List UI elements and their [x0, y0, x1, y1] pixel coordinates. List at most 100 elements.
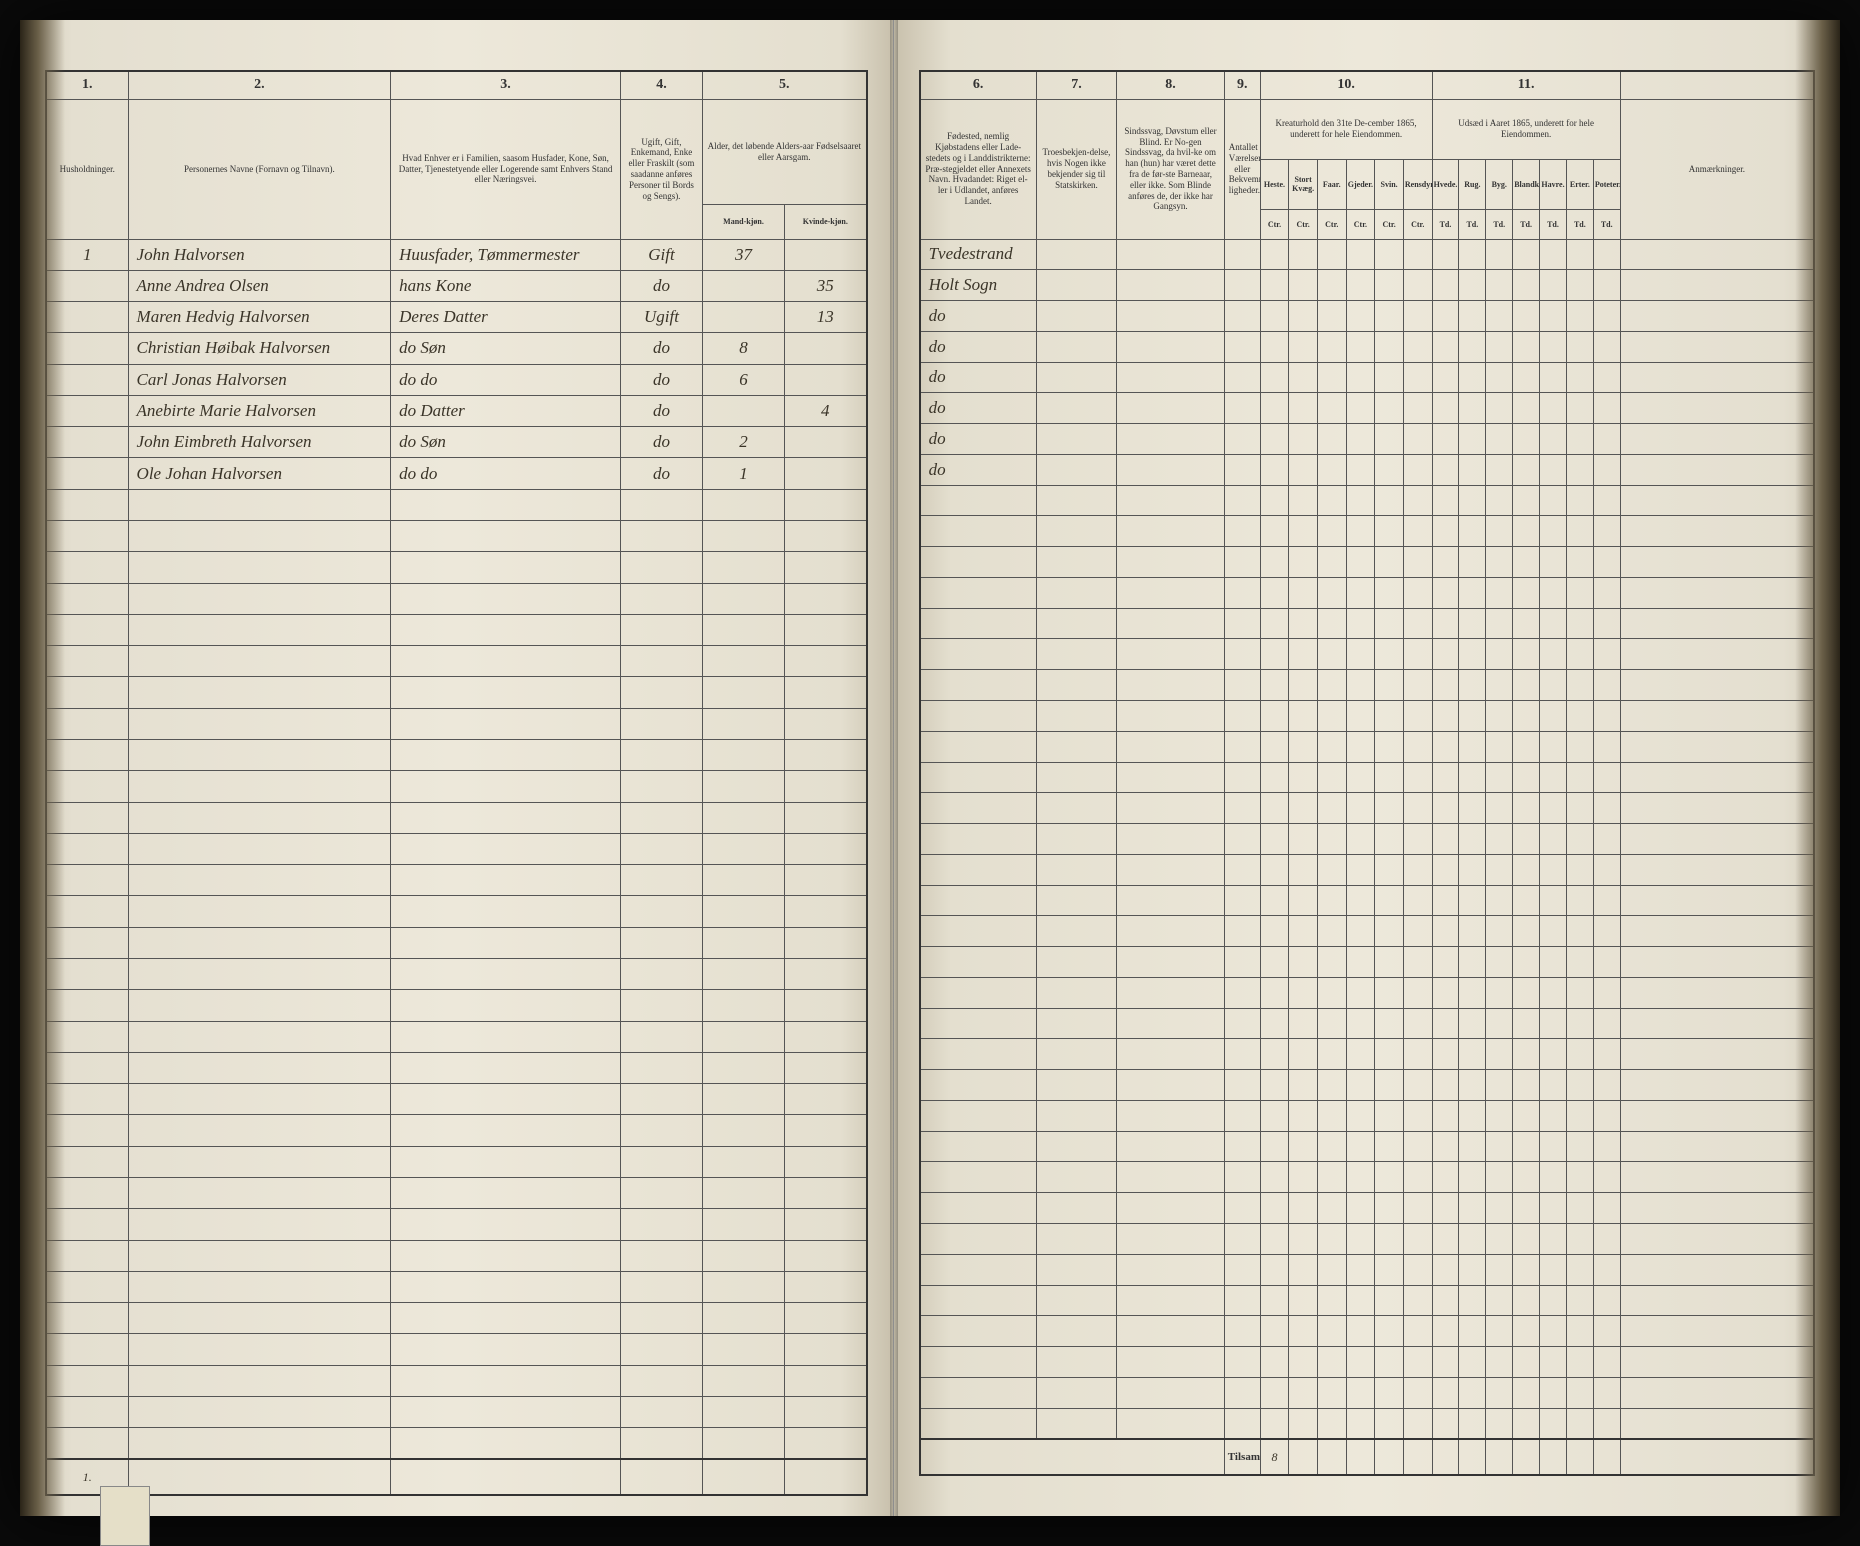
sowing-sub-3: Blandkorn. [1513, 159, 1540, 209]
cell-rooms [1224, 239, 1260, 270]
table-row-empty [920, 731, 1814, 762]
cell-marital: do [620, 458, 702, 489]
cell-count [1540, 362, 1567, 393]
cell-count [1566, 362, 1593, 393]
cell-count [1375, 301, 1404, 332]
cell-count [1593, 270, 1620, 301]
cell-rooms [1224, 331, 1260, 362]
table-row-empty [46, 740, 867, 771]
livestock-sub-3: Gjeder. [1346, 159, 1375, 209]
cell-disability [1117, 362, 1225, 393]
cell-count [1289, 239, 1318, 270]
cell-count [1346, 454, 1375, 485]
cell-count [1432, 239, 1459, 270]
total-blank [1566, 1439, 1593, 1475]
table-row-empty [920, 885, 1814, 916]
cell-rooms [1224, 301, 1260, 332]
header-age: Alder, det løbende Alders-aar Fødselsaar… [702, 99, 866, 204]
table-row: do [920, 301, 1814, 332]
table-row-empty [46, 1209, 867, 1240]
cell-count [1593, 301, 1620, 332]
cell-count [1540, 239, 1567, 270]
table-row: do [920, 331, 1814, 362]
table-row-empty [46, 1428, 867, 1459]
table-row-empty [920, 485, 1814, 516]
header-marital: Ugift, Gift, Enkemand, Enke eller Fraski… [620, 99, 702, 239]
cell-count [1403, 301, 1432, 332]
cell-count [1540, 424, 1567, 455]
cell-count [1459, 424, 1486, 455]
cell-rooms [1224, 362, 1260, 393]
cell-count [1346, 270, 1375, 301]
cell-count [1593, 239, 1620, 270]
sowing-unit-5: Td. [1566, 209, 1593, 239]
cell-relation: do do [391, 458, 621, 489]
cell-count [1593, 393, 1620, 424]
subheader-male: Mand-kjøn. [702, 204, 784, 239]
cell-count [1459, 331, 1486, 362]
cell-count [1593, 362, 1620, 393]
total-blank [1346, 1439, 1375, 1475]
table-row-empty [920, 977, 1814, 1008]
cell-birthplace: do [920, 424, 1037, 455]
cell-count [1459, 270, 1486, 301]
cell-marital: Gift [620, 239, 702, 270]
total-blank [620, 1459, 702, 1495]
cell-remarks [1620, 424, 1814, 455]
cell-age-m: 37 [702, 239, 784, 270]
cell-name: Ole Johan Halvorsen [128, 458, 391, 489]
table-row-empty [920, 516, 1814, 547]
cell-count [1540, 454, 1567, 485]
cell-relation: do Søn [391, 333, 621, 364]
cell-count [1432, 362, 1459, 393]
cell-religion [1036, 301, 1117, 332]
cell-name: Anne Andrea Olsen [128, 270, 391, 301]
table-row-empty [920, 608, 1814, 639]
cell-count [1346, 239, 1375, 270]
table-row-empty [46, 1146, 867, 1177]
cell-count [1540, 331, 1567, 362]
cell-count [1432, 424, 1459, 455]
total-blank [1403, 1439, 1432, 1475]
cell-count [1432, 301, 1459, 332]
livestock-sub-5: Rensdyr. [1403, 159, 1432, 209]
cell-remarks [1620, 362, 1814, 393]
colnum-8: 8. [1117, 71, 1225, 99]
table-row-empty [46, 802, 867, 833]
sowing-unit-0: Td. [1432, 209, 1459, 239]
header-disability: Sindssvag, Døvstum eller Blind. Er No-ge… [1117, 99, 1225, 239]
cell-religion [1036, 424, 1117, 455]
table-row-empty [46, 1365, 867, 1396]
cell-count [1260, 393, 1289, 424]
total-blank [1620, 1439, 1814, 1475]
cell-religion [1036, 331, 1117, 362]
total-blank [920, 1439, 1225, 1475]
total-blank [1486, 1439, 1513, 1475]
cell-age-f [785, 364, 867, 395]
cell-birthplace: do [920, 301, 1037, 332]
table-row-empty [920, 577, 1814, 608]
cell-rooms [1224, 454, 1260, 485]
page-tab [100, 1486, 150, 1546]
cell-religion [1036, 393, 1117, 424]
table-row-empty [920, 1408, 1814, 1439]
cell-count [1317, 239, 1346, 270]
cell-remarks [1620, 393, 1814, 424]
table-row: Carl Jonas Halvorsendo dodo6 [46, 364, 867, 395]
cell-count [1459, 393, 1486, 424]
sowing-unit-6: Td. [1593, 209, 1620, 239]
cell-count [1432, 270, 1459, 301]
cell-count [1346, 393, 1375, 424]
cell-count [1540, 301, 1567, 332]
cell-count [1375, 424, 1404, 455]
census-ledger-book: 1. 2. 3. 4. 5. Husholdninger. Personerne… [20, 20, 1840, 1516]
colnum-2: 2. [128, 71, 391, 99]
cell-disability [1117, 393, 1225, 424]
cell-count [1403, 362, 1432, 393]
cell-relation: Deres Datter [391, 302, 621, 333]
book-edge-right [1795, 20, 1840, 1516]
table-row: Christian Høibak Halvorsendo Søndo8 [46, 333, 867, 364]
cell-count [1403, 454, 1432, 485]
cell-birthplace: Tvedestrand [920, 239, 1037, 270]
cell-count [1566, 239, 1593, 270]
